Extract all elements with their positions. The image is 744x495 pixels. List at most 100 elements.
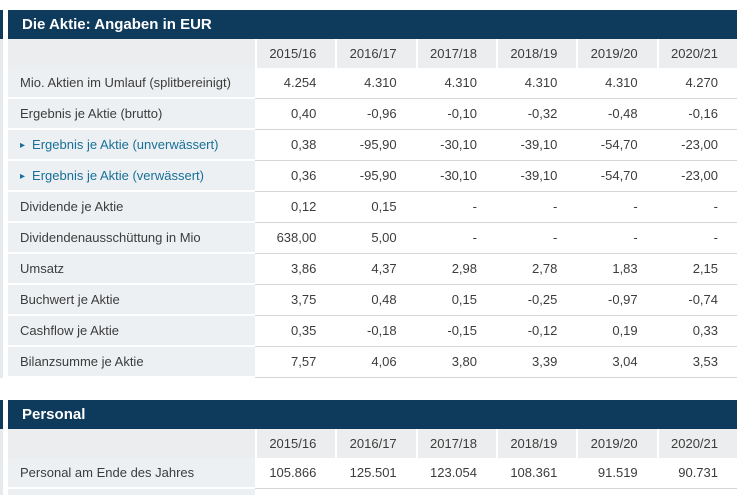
value-cell: - xyxy=(496,223,577,254)
value-cell: 2,78 xyxy=(496,254,577,285)
value-cell: - xyxy=(656,192,737,223)
value-cell: 4.310 xyxy=(335,68,416,99)
value-cell: -0,18 xyxy=(335,316,416,347)
row-label-text: Bilanzsumme je Aktie xyxy=(20,354,144,369)
year-header: 2020/21 xyxy=(656,39,737,68)
value-cell: 3,53 xyxy=(656,347,737,378)
year-header: 2016/17 xyxy=(335,39,416,68)
value-cell: 638,00 xyxy=(255,223,336,254)
chevron-right-icon: ▸ xyxy=(20,140,26,151)
value-cell: 0,15 xyxy=(415,285,496,316)
value-cell: -0,32 xyxy=(496,99,577,130)
year-header: 2018/19 xyxy=(496,429,577,458)
table-row: Cashflow je Aktie 0,35 -0,18 -0,15 -0,12 0,19… xyxy=(8,316,737,347)
row-label: Ergebnis je Aktie (brutto) xyxy=(8,99,255,130)
value-cell: 3,80 xyxy=(415,347,496,378)
value-cell: -95,90 xyxy=(335,130,416,161)
value-cell: 3,04 xyxy=(576,347,657,378)
value-cell: -39,10 xyxy=(496,161,577,192)
value-cell: 0,12 xyxy=(255,192,336,223)
value-cell: -30,10 xyxy=(415,130,496,161)
table-row: Umsatz 3,86 4,37 2,98 2,78 1,83 2,15 xyxy=(8,254,737,285)
section-title: Personal xyxy=(22,406,86,423)
value-cell: 4.310 xyxy=(415,68,496,99)
table-row: Bilanzsumme je Aktie 7,57 4,06 3,80 3,39 3,04… xyxy=(8,347,737,378)
value-cell: - xyxy=(496,192,577,223)
value-cell: 90.731 xyxy=(656,458,737,489)
value-cell: 3,39 xyxy=(496,347,577,378)
row-label: Dividende je Aktie xyxy=(8,192,255,223)
value-cell: -30,10 xyxy=(415,161,496,192)
partial-next-row-sliver xyxy=(8,489,255,495)
year-header-row: 2015/16 2016/17 2017/18 2018/19 2019/20 2020/… xyxy=(8,429,737,458)
value-cell: -0,10 xyxy=(415,99,496,130)
chevron-right-icon: ▸ xyxy=(20,171,26,182)
cropped-table-sliver-title-2 xyxy=(0,400,3,429)
value-cell: -23,00 xyxy=(656,161,737,192)
value-cell: 0,40 xyxy=(255,99,336,130)
cropped-table-sliver-body-2 xyxy=(0,429,3,495)
value-cell: -0,15 xyxy=(415,316,496,347)
value-cell: -0,74 xyxy=(656,285,737,316)
value-cell: 7,57 xyxy=(255,347,336,378)
table-row: Ergebnis je Aktie (brutto) 0,40 -0,96 -0,10… xyxy=(8,99,737,130)
value-cell: 0,35 xyxy=(255,316,336,347)
value-cell: 0,48 xyxy=(335,285,416,316)
row-label-text: Mio. Aktien im Umlauf (splitbereinigt) xyxy=(20,75,231,90)
row-label-text: Ergebnis je Aktie (brutto) xyxy=(20,106,163,121)
cropped-table-sliver-body-1 xyxy=(0,39,3,378)
value-cell: - xyxy=(415,192,496,223)
section-title: Die Aktie: Angaben in EUR xyxy=(22,16,212,33)
row-label-text: Ergebnis je Aktie (unverwässert) xyxy=(32,137,219,152)
year-header-row: 2015/16 2016/17 2017/18 2018/19 2019/20 2020/… xyxy=(8,39,737,68)
value-cell: 0,15 xyxy=(335,192,416,223)
row-label-text: Dividendenausschüttung in Mio xyxy=(20,230,201,245)
row-label[interactable]: ▸ Ergebnis je Aktie (verwässert) xyxy=(8,161,255,192)
value-cell: - xyxy=(415,223,496,254)
value-cell: 4.310 xyxy=(496,68,577,99)
section-title-bar: Personal xyxy=(8,400,737,429)
row-label-text: Cashflow je Aktie xyxy=(20,323,119,338)
value-cell: 2,15 xyxy=(656,254,737,285)
table-row: Dividendenausschüttung in Mio 638,00 5,00-… xyxy=(8,223,737,254)
table-row: ▸ Ergebnis je Aktie (unverwässert) 0,38 -95… xyxy=(8,130,737,161)
table-section-0: Die Aktie: Angaben in EUR 2015/16 2016/17 2… xyxy=(8,10,737,378)
section-title-bar: Die Aktie: Angaben in EUR xyxy=(8,10,737,39)
value-cell: 0,38 xyxy=(255,130,336,161)
value-cell: 4,06 xyxy=(335,347,416,378)
table-row: ▸ Ergebnis je Aktie (verwässert) 0,36 -95,9… xyxy=(8,161,737,192)
year-header-spacer xyxy=(8,39,255,68)
value-cell: 4.310 xyxy=(576,68,657,99)
value-cell: 0,33 xyxy=(656,316,737,347)
value-cell: 2,98 xyxy=(415,254,496,285)
value-cell: 108.361 xyxy=(496,458,577,489)
table-row: Mio. Aktien im Umlauf (splitbereinigt) 4.… xyxy=(8,68,737,99)
year-header: 2019/20 xyxy=(576,39,657,68)
row-label: Bilanzsumme je Aktie xyxy=(8,347,255,378)
value-cell: 3,86 xyxy=(255,254,336,285)
value-cell: -0,12 xyxy=(496,316,577,347)
year-header: 2019/20 xyxy=(576,429,657,458)
table-section-1: Personal 2015/16 2016/17 2017/18 2018/19 2019… xyxy=(8,400,737,495)
row-label[interactable]: ▸ Ergebnis je Aktie (unverwässert) xyxy=(8,130,255,161)
value-cell: 3,75 xyxy=(255,285,336,316)
row-label-text: Personal am Ende des Jahres xyxy=(20,465,195,480)
year-header: 2016/17 xyxy=(335,429,416,458)
value-cell: -0,16 xyxy=(656,99,737,130)
year-header: 2020/21 xyxy=(656,429,737,458)
row-label-text: Umsatz xyxy=(20,261,65,276)
value-cell: 4.254 xyxy=(255,68,336,99)
value-cell: 0,19 xyxy=(576,316,657,347)
value-cell: -23,00 xyxy=(656,130,737,161)
value-cell: 0,36 xyxy=(255,161,336,192)
value-cell: 5,00 xyxy=(335,223,416,254)
value-cell: -54,70 xyxy=(576,161,657,192)
value-cell: 1,83 xyxy=(576,254,657,285)
table-row: Buchwert je Aktie 3,75 0,48 0,15 -0,25 -0,97-… xyxy=(8,285,737,316)
year-header: 2017/18 xyxy=(415,39,496,68)
row-label-text: Dividende je Aktie xyxy=(20,199,124,214)
year-header: 2015/16 xyxy=(255,39,336,68)
row-label-text: Ergebnis je Aktie (verwässert) xyxy=(32,168,204,183)
value-cell: -54,70 xyxy=(576,130,657,161)
